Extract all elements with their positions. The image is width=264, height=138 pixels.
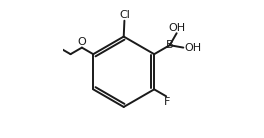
Text: B: B: [166, 40, 173, 50]
Text: O: O: [78, 37, 86, 47]
Text: OH: OH: [185, 43, 202, 53]
Text: OH: OH: [169, 22, 186, 33]
Text: F: F: [164, 97, 170, 107]
Text: Cl: Cl: [119, 10, 130, 20]
